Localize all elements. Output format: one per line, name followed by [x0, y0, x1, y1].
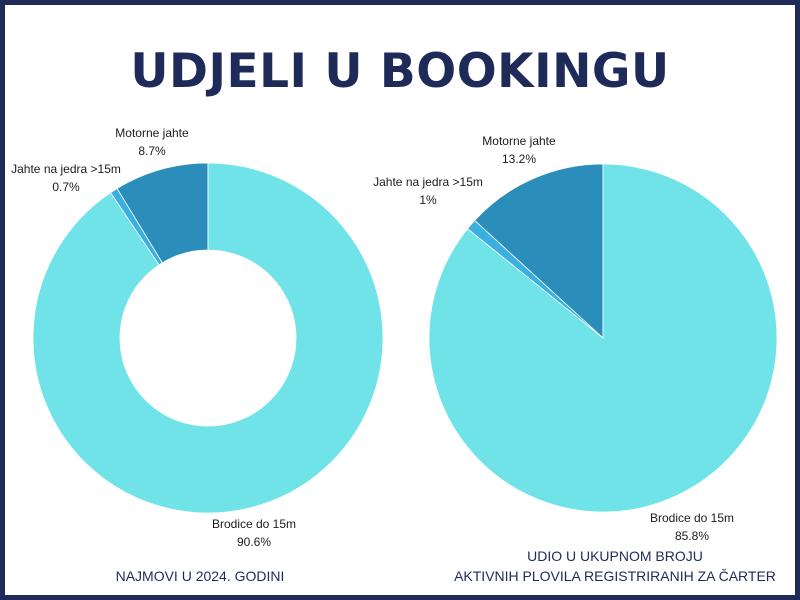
- slice-label-brodice-do-15m: Brodice do 15m: [650, 511, 734, 525]
- caption-najmovi: NAJMOVI U 2024. GODINI: [115, 568, 285, 584]
- slice-value-brodice-do-15m: 90.6%: [237, 535, 271, 549]
- page-title: UDJELI U BOOKINGU: [130, 44, 670, 99]
- slice-label-jahte-na-jedra-15m: Jahte na jedra >15m: [373, 175, 483, 189]
- donut-chart-najmovi: Motorne jahte 8.7% Jahte na jedra >15m 0.7%…: [11, 126, 384, 549]
- pie-chart-udio: Motorne jahte 13.2% Jahte na jedra >15m 1% B…: [373, 134, 778, 543]
- slice-value-motorne-jahte: 8.7%: [138, 144, 166, 158]
- slice-label-motorne-jahte: Motorne jahte: [115, 126, 189, 140]
- slice-value-jahte-na-jedra-15m: 1%: [419, 193, 437, 207]
- slice-label-jahte-na-jedra-15m: Jahte na jedra >15m: [11, 162, 121, 176]
- slice-value-brodice-do-15m: 85.8%: [675, 529, 709, 543]
- slice-value-motorne-jahte: 13.2%: [502, 152, 536, 166]
- slice-brodice-do-15m: [32, 162, 384, 514]
- caption-udio: UDIO U UKUPNOM BROJU AKTIVNIH PLOVILA RE…: [420, 546, 800, 586]
- slice-label-motorne-jahte: Motorne jahte: [482, 134, 556, 148]
- slice-motorne-jahte: [474, 163, 604, 339]
- caption-udio-line2: AKTIVNIH PLOVILA REGISTRIRANIH ZA ČARTER: [454, 568, 776, 584]
- slice-brodice-do-15m: [428, 163, 778, 513]
- slice-value-jahte-na-jedra-15m: 0.7%: [52, 180, 80, 194]
- slice-label-brodice-do-15m: Brodice do 15m: [212, 517, 296, 531]
- caption-udio-line1: UDIO U UKUPNOM BROJU: [527, 548, 703, 564]
